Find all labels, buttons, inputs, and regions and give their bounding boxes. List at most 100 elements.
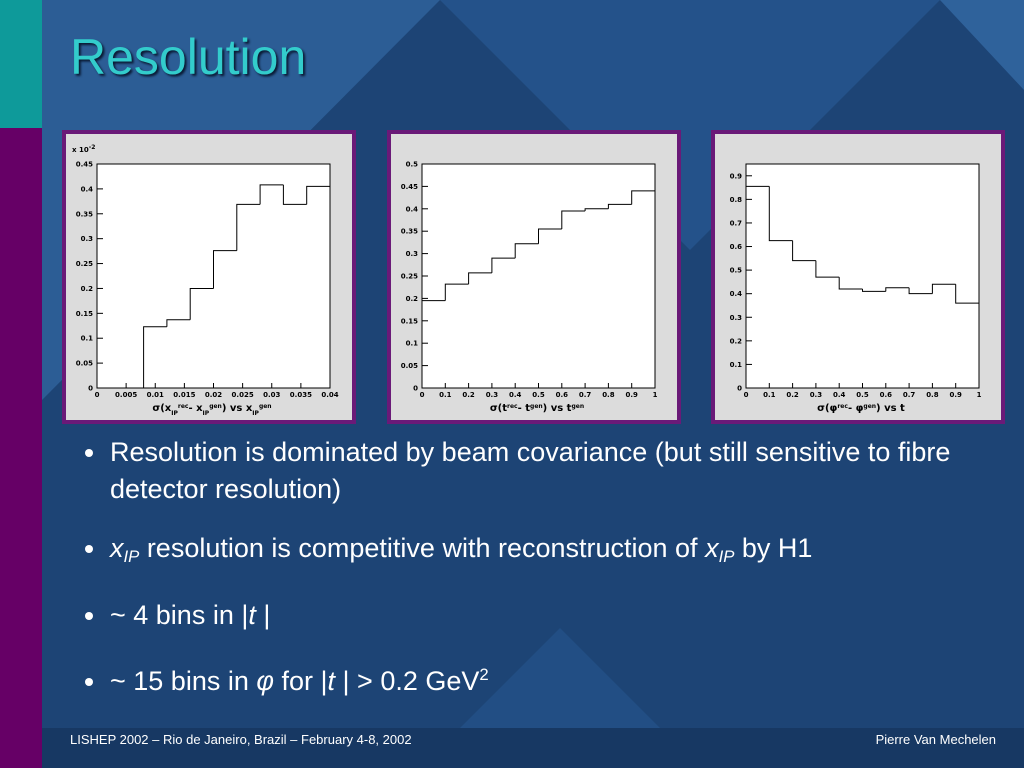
y-tick-label: 0.4 <box>730 290 743 298</box>
x-tick-label: 0.01 <box>147 391 164 399</box>
x-tick-label: 0.4 <box>833 391 846 399</box>
x-tick-label: 0.2 <box>786 391 799 399</box>
bullet-text: x <box>110 533 124 563</box>
x-tick-label: 0.035 <box>290 391 312 399</box>
bullet-text: | > 0.2 GeV <box>335 666 480 697</box>
y-tick-label: 0.35 <box>76 210 93 218</box>
bullet: ~ 15 bins in φ for |t | > 0.2 GeV2 <box>108 656 1024 700</box>
x-axis-label: σ(trec- tgen) vs tgen <box>490 403 584 415</box>
y-tick-label: 0.3 <box>81 235 94 243</box>
histogram-bin <box>306 185 331 388</box>
x-tick-label: 0.03 <box>263 391 280 399</box>
bullet-text: φ <box>256 666 274 697</box>
y-tick-label: 0.4 <box>81 185 94 193</box>
y-tick-label: 0 <box>413 385 418 393</box>
x-axis-label: σ(φrec- φgen) vs t <box>817 403 905 415</box>
x-axis-label-part: rec <box>507 403 518 410</box>
histogram-bin <box>444 283 469 301</box>
x-tick-label: 0.5 <box>532 391 545 399</box>
y-tick-label: 0.6 <box>730 243 743 251</box>
x-axis-label-part: IP <box>252 410 259 417</box>
y-tick-label: 0.15 <box>76 310 93 318</box>
histogram-bin <box>955 284 980 388</box>
x-axis-label-part: IP <box>171 410 178 417</box>
x-axis-label-part: IP <box>203 410 210 417</box>
histogram-bin <box>213 250 237 289</box>
plot-area <box>745 163 980 389</box>
x-tick-label: 0.1 <box>439 391 452 399</box>
bullet-list: Resolution is dominated by beam covarian… <box>70 434 1024 722</box>
x-axis-label-part: ) vs t <box>876 403 905 414</box>
x-axis-label-part: - t <box>518 403 531 414</box>
footer-right: Pierre Van Mechelen <box>875 732 996 747</box>
histogram-bin <box>838 277 863 290</box>
y-tick-label: 0.15 <box>401 317 418 325</box>
histogram-bin <box>745 185 770 388</box>
x-axis-label-part: gen <box>571 403 584 410</box>
y-tick-label: 0.8 <box>730 196 743 204</box>
y-tick-label: 0.1 <box>730 361 743 369</box>
bullet-text: ~ 4 bins in | <box>110 600 249 631</box>
x-tick-label: 0.9 <box>949 391 962 399</box>
histogram-bin <box>584 208 609 212</box>
y-tick-label: 0 <box>737 385 742 393</box>
histogram-bin <box>236 203 261 251</box>
x-tick-label: 0.04 <box>321 391 338 399</box>
bullet-text: x <box>705 533 719 563</box>
x-tick-label: 0.3 <box>486 391 499 399</box>
y-tick-label: 0.9 <box>730 172 743 180</box>
histogram-bin <box>931 283 956 294</box>
bullet-text: for | <box>273 666 328 697</box>
x-tick-label: 0.5 <box>856 391 869 399</box>
y-tick-label: 0.25 <box>401 273 418 281</box>
y-tick-label: 0.1 <box>81 335 94 343</box>
x-tick-label: 0 <box>95 391 100 399</box>
x-tick-label: 0.7 <box>579 391 592 399</box>
histogram-bin <box>259 184 284 205</box>
slide-title: Resolution <box>70 29 307 85</box>
x-tick-label: 0 <box>744 391 749 399</box>
bullet-text: t <box>248 600 256 631</box>
x-axis-label-part: σ(x <box>152 403 171 414</box>
bullet-text: t <box>327 666 336 697</box>
histogram-bin <box>885 287 910 292</box>
accent-strip <box>0 0 42 128</box>
x-axis-label-part: gen <box>863 403 876 410</box>
histogram-bin <box>792 240 816 262</box>
footer-left: LISHEP 2002 – Rio de Janeiro, Brazil – F… <box>70 732 412 747</box>
x-axis-label-part: gen <box>209 403 222 410</box>
x-axis-label-part: σ(φ <box>817 403 837 414</box>
x-tick-label: 0.7 <box>903 391 916 399</box>
histogram-bin <box>607 203 632 209</box>
histogram-bin <box>166 319 191 327</box>
background-shape <box>440 0 940 250</box>
y-tick-label: 0.5 <box>730 267 743 275</box>
axis-multiplier-part: -2 <box>89 144 96 151</box>
y-tick-label: 0.3 <box>406 250 419 258</box>
x-tick-label: 0.3 <box>810 391 823 399</box>
bullet-text: IP <box>123 547 140 567</box>
y-tick-label: 0.7 <box>730 219 743 227</box>
x-axis-label-part: rec <box>178 403 189 410</box>
footer-band <box>0 728 1024 768</box>
y-tick-label: 0.2 <box>81 285 94 293</box>
x-axis-label-part: ) vs t <box>543 403 572 414</box>
histogram-bin <box>815 260 840 278</box>
y-tick-label: 0.05 <box>76 360 93 368</box>
y-tick-label: 0.2 <box>406 295 419 303</box>
histogram-bin <box>908 287 933 295</box>
y-tick-label: 0.4 <box>406 205 419 213</box>
bullet-text: | <box>255 600 271 631</box>
plot-area <box>421 163 656 389</box>
x-tick-label: 0 <box>420 391 425 399</box>
bullet-text: ~ 15 bins in <box>110 666 257 697</box>
x-tick-label: 0.9 <box>625 391 638 399</box>
background-shape <box>940 0 1024 90</box>
x-axis-label-part: gen <box>259 403 272 410</box>
x-tick-label: 0.8 <box>926 391 939 399</box>
bullet: xIP resolution is competitive with recon… <box>108 530 1024 575</box>
x-axis-label-part: rec <box>837 403 848 410</box>
bullet: Resolution is dominated by beam covarian… <box>108 434 1024 508</box>
axis-multiplier-part: x 10 <box>72 146 89 154</box>
